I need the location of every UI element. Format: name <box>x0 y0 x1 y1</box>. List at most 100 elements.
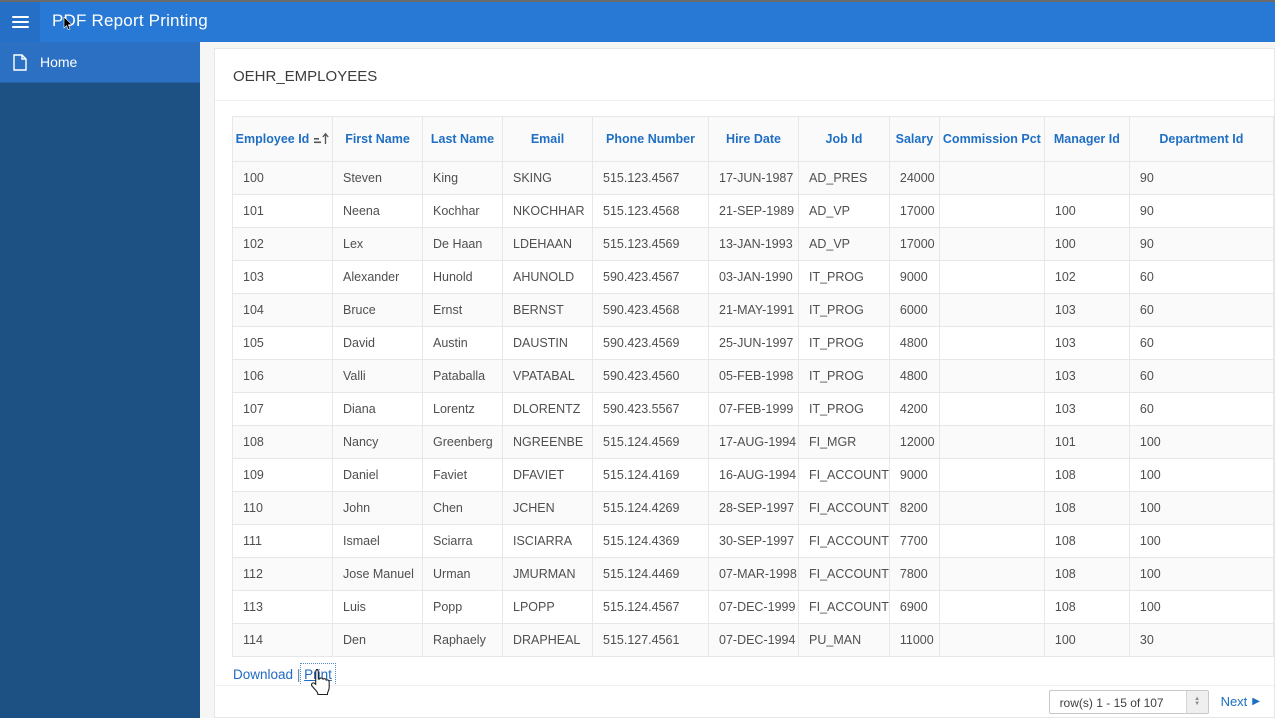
table-cell: Raphaely <box>422 623 503 657</box>
table-cell: 21-SEP-1989 <box>708 194 799 228</box>
table-cell: 106 <box>232 359 333 393</box>
table-cell: 8200 <box>888 491 940 525</box>
column-header-first-name[interactable]: First Name <box>332 116 423 162</box>
table-cell <box>938 392 1045 426</box>
column-header-manager-id[interactable]: Manager Id <box>1043 116 1130 162</box>
table-cell: 17-JUN-1987 <box>708 161 799 195</box>
table-cell: Bruce <box>332 293 423 327</box>
table-cell: AD_VP <box>798 194 890 228</box>
table-row: 113 Luis Popp LPOPP 515.124.4567 07-DEC-1999 F… <box>232 590 1274 624</box>
table-cell: 515.123.4568 <box>592 194 709 228</box>
table-cell <box>1043 161 1130 195</box>
table-cell: Urman <box>422 557 503 591</box>
next-label: Next <box>1220 694 1248 709</box>
hamburger-icon <box>11 13 29 31</box>
table-cell: John <box>332 491 423 525</box>
column-header-employee-id[interactable]: Employee Id <box>232 116 333 162</box>
table-cell: De Haan <box>422 227 503 261</box>
table-cell: 12000 <box>888 425 940 459</box>
table-cell <box>938 425 1045 459</box>
table-cell: AD_PRES <box>798 161 890 195</box>
table-cell: 515.124.4469 <box>592 557 709 591</box>
table-cell: Steven <box>332 161 423 195</box>
table-cell: 101 <box>232 194 333 228</box>
table-cell: 100 <box>1043 623 1130 657</box>
table-cell: Ismael <box>332 524 423 558</box>
table-cell: Nancy <box>332 425 423 459</box>
table-cell: IT_PROG <box>798 260 890 294</box>
table-cell: 515.123.4567 <box>592 161 709 195</box>
table-cell: David <box>332 326 423 360</box>
table-cell: 110 <box>232 491 333 525</box>
table-cell: 90 <box>1128 194 1274 228</box>
table-cell: FI_ACCOUNT <box>798 557 890 591</box>
table-cell: 100 <box>1128 458 1274 492</box>
report-links: Download | Print <box>233 663 1274 686</box>
table-cell: Luis <box>332 590 423 624</box>
table-cell: 60 <box>1128 392 1274 426</box>
table-cell: 108 <box>1043 557 1130 591</box>
table-cell: AHUNOLD <box>502 260 593 294</box>
table-cell: 590.423.4560 <box>592 359 709 393</box>
menu-toggle-button[interactable] <box>0 2 40 42</box>
table-cell: 07-DEC-1994 <box>708 623 799 657</box>
table-cell: ISCIARRA <box>502 524 593 558</box>
table-cell: Pataballa <box>422 359 503 393</box>
table-cell: 100 <box>1128 590 1274 624</box>
table-cell: DLORENTZ <box>502 392 593 426</box>
table-cell: FI_ACCOUNT <box>798 491 890 525</box>
next-page-link[interactable]: Next ▶ <box>1221 694 1260 709</box>
table-cell: 24000 <box>888 161 940 195</box>
table-cell <box>938 326 1045 360</box>
sidebar-item-home[interactable]: Home <box>0 42 200 83</box>
table-cell: 108 <box>1043 491 1130 525</box>
table-cell: SKING <box>502 161 593 195</box>
column-header-job-id[interactable]: Job Id <box>798 116 890 162</box>
table-cell: JCHEN <box>502 491 593 525</box>
next-arrow-icon: ▶ <box>1252 696 1260 707</box>
table-cell: FI_ACCOUNT <box>798 524 890 558</box>
table-row: 107 Diana Lorentz DLORENTZ 590.423.5567 07-FE… <box>232 392 1274 426</box>
page-icon <box>0 53 40 71</box>
table-cell: 515.124.4569 <box>592 425 709 459</box>
table-cell: 6000 <box>888 293 940 327</box>
table-cell: 07-MAR-1998 <box>708 557 799 591</box>
table-cell: Austin <box>422 326 503 360</box>
column-header-email[interactable]: Email <box>502 116 593 162</box>
table-cell: 112 <box>232 557 333 591</box>
table-cell: 102 <box>1043 260 1130 294</box>
table-cell <box>938 623 1045 657</box>
table-cell: 05-FEB-1998 <box>708 359 799 393</box>
table-cell: 17-AUG-1994 <box>708 425 799 459</box>
table-cell: 105 <box>232 326 333 360</box>
table-cell: FI_ACCOUNT <box>798 590 890 624</box>
table-cell: Sciarra <box>422 524 503 558</box>
table-row: 111 Ismael Sciarra ISCIARRA 515.124.4369 30-S… <box>232 524 1274 558</box>
table-cell: 90 <box>1128 227 1274 261</box>
table-cell: JMURMAN <box>502 557 593 591</box>
column-header-phone-number[interactable]: Phone Number <box>592 116 709 162</box>
column-header-last-name[interactable]: Last Name <box>422 116 503 162</box>
table-cell: 7800 <box>888 557 940 591</box>
column-header-hire-date[interactable]: Hire Date <box>708 116 799 162</box>
app-title: PDF Report Printing <box>52 11 208 30</box>
table-cell: 100 <box>1128 491 1274 525</box>
rows-range-label: row(s) 1 - 15 of 107 <box>1059 695 1164 710</box>
table-cell: 108 <box>232 425 333 459</box>
table-cell: Lex <box>332 227 423 261</box>
download-link[interactable]: Download <box>233 667 294 682</box>
column-header-salary[interactable]: Salary <box>888 116 940 162</box>
table-cell: 7700 <box>888 524 940 558</box>
table-cell: 60 <box>1128 359 1274 393</box>
rows-range-select[interactable]: row(s) 1 - 15 of 107 ▲ ▼ <box>1048 689 1209 714</box>
table-cell: 515.124.4169 <box>592 458 709 492</box>
table-cell: DAUSTIN <box>502 326 593 360</box>
column-header-department-id[interactable]: Department Id <box>1128 116 1274 162</box>
table-cell: 590.423.4567 <box>592 260 709 294</box>
sort-ascending-icon <box>314 132 330 144</box>
print-link[interactable]: Print <box>300 663 336 686</box>
table-cell: Diana <box>332 392 423 426</box>
table-cell: NKOCHHAR <box>502 194 593 228</box>
table-cell: Faviet <box>422 458 503 492</box>
column-header-commission-pct[interactable]: Commission Pct <box>938 116 1045 162</box>
